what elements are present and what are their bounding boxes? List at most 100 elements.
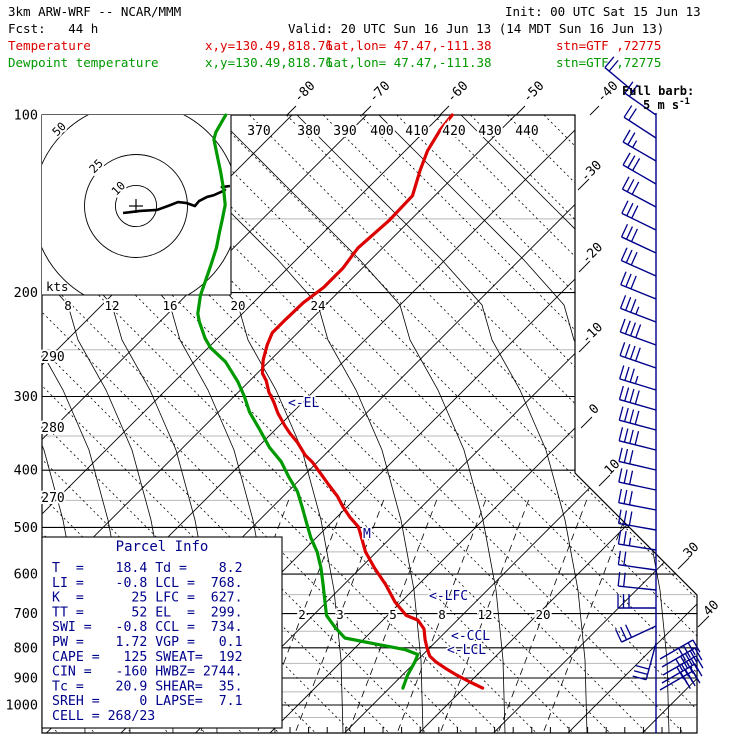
barb-legend-units-text: 5 m s	[643, 98, 680, 112]
theta-label-400: 400	[370, 124, 393, 139]
isotherm-tick	[677, 557, 690, 570]
mixing-ratio-label-5: 5	[389, 607, 397, 622]
wind-barb	[619, 342, 657, 369]
parcel-info-title: Parcel Info	[116, 539, 209, 555]
parcel-info-line: LI = -0.8 LCL = 768.	[52, 576, 243, 591]
dewpoint-stn: stn=GTF ,72775	[556, 55, 662, 70]
dry-adiabat	[212, 115, 697, 733]
theta-label-440: 440	[515, 124, 538, 139]
parcel-info-line: T = 18.4 Td = 8.2	[52, 561, 243, 576]
wind-barb	[632, 642, 657, 681]
mixing-ratio-label-3: 3	[336, 607, 344, 622]
wind-barb	[659, 639, 701, 661]
parcel-info-border	[41, 536, 283, 729]
wind-barb	[618, 468, 657, 491]
moist-adiabat-label-12: 12	[104, 298, 119, 313]
parcel-info-line: SREH = 0 LAPSE= 7.1	[52, 694, 243, 709]
isotherm-right-label-30: 30	[681, 540, 703, 562]
isotherm-tick	[578, 340, 591, 353]
dry-adiabat	[175, 115, 697, 733]
wind-barb	[621, 200, 657, 231]
init-time: Init: 00 UTC Sat 15 Jun 13	[505, 4, 701, 19]
forecast-hour: Fcst: 44 h	[8, 21, 99, 36]
moist-adiabat-label-24: 24	[310, 298, 325, 313]
annotation-lcl: <-LCL	[447, 643, 486, 658]
temperature-curve	[260, 113, 485, 690]
isotherm-top-label--70: -70	[366, 79, 393, 106]
isotherm-right-label--20: -20	[579, 240, 606, 267]
dry-adiabat	[42, 115, 537, 733]
annotation-el: <-EL	[288, 396, 319, 411]
isotherm-tick	[697, 615, 710, 628]
wind-barb	[618, 406, 657, 431]
wind-barb	[623, 105, 657, 139]
theta-label-420: 420	[442, 124, 465, 139]
mixing-ratio-line	[347, 499, 438, 733]
wind-barb	[621, 176, 657, 208]
theta-label-410: 410	[405, 124, 428, 139]
isotherm-top-label--60: -60	[444, 79, 471, 106]
mixing-ratio-line	[396, 499, 487, 733]
annotation-ccl: <-CCL	[451, 629, 490, 644]
moist-adiabat-label-20: 20	[230, 298, 245, 313]
pressure-label-300: 300	[14, 389, 38, 405]
parcel-info-line: PW = 1.72 VGP = 0.1	[52, 635, 243, 650]
temperature-legend-label: Temperature	[8, 38, 91, 53]
isotherm--50	[42, 115, 516, 733]
pressure-label-800: 800	[14, 640, 38, 656]
isotherm--10	[195, 115, 697, 733]
isotherm--60	[42, 115, 442, 733]
isotherm-top-label--40: -40	[594, 79, 621, 106]
theta-label-380: 380	[297, 124, 320, 139]
mixing-ratio-line	[542, 499, 633, 733]
barb-legend-units: 5 m s-1	[643, 97, 690, 112]
temperature-latlon: lat,lon= 47.47,-111.38	[326, 38, 492, 53]
annotation-lfc: <-LFC	[429, 589, 468, 604]
wind-barb	[622, 129, 657, 162]
isotherm-right-label--30: -30	[578, 158, 605, 185]
model-title: 3km ARW-WRF -- NCAR/MMM	[8, 4, 182, 19]
barb-legend-title: Full barb:	[622, 84, 695, 98]
isotherm-tick	[286, 105, 297, 116]
wind-barb	[604, 56, 635, 93]
wind-barb	[617, 550, 657, 571]
wind-barb	[620, 223, 657, 254]
parcel-info-line: K = 25 LFC = 627.	[52, 591, 243, 606]
isotherm-right-label-0: 0	[586, 401, 602, 417]
isotherm-40	[567, 115, 697, 733]
isotherm-tick	[577, 178, 590, 191]
pressure-label-900: 900	[14, 671, 38, 687]
pressure-label-200: 200	[14, 285, 38, 301]
dry-adiabat	[470, 115, 697, 733]
mixing-ratio-line	[439, 499, 530, 733]
isotherm-right-label--10: -10	[579, 320, 606, 347]
dewpoint-xy: x,y=130.49,818.76	[205, 55, 333, 70]
dry-adiabat	[42, 115, 500, 733]
wind-barb	[659, 670, 701, 691]
dry-adiabat	[42, 115, 390, 733]
temperature-xy: x,y=130.49,818.76	[205, 38, 333, 53]
valid-time: Valid: 20 UTC Sun 16 Jun 13 (14 MDT Sun …	[288, 21, 665, 36]
moist-adiabat-label-16: 16	[162, 298, 177, 313]
parcel-info-box: Parcel Info T = 18.4 Td = 8.2LI = -0.8 LC…	[41, 536, 283, 729]
wind-barb	[622, 152, 657, 185]
wind-barb	[618, 447, 657, 471]
wind-barb	[620, 247, 657, 277]
isotherm-30	[493, 115, 697, 733]
dry-adiabat	[322, 115, 697, 733]
isotherm-right-label-40: 40	[701, 598, 723, 620]
isotherm-tick	[580, 416, 593, 429]
wind-barb	[617, 509, 657, 531]
dry-adiabat	[690, 115, 697, 733]
moist-adiabat	[460, 115, 697, 733]
isotherm-top-label--80: -80	[291, 79, 318, 106]
dewpoint-curve	[196, 113, 420, 690]
parcel-info-line: CAPE = 125 SWEAT= 192	[52, 650, 243, 665]
parcel-info-line: CIN = -160 HWBZ= 2744.	[52, 665, 243, 680]
parcel-info-line: SWI = -0.8 CCL = 734.	[52, 620, 243, 635]
pressure-label-600: 600	[14, 567, 38, 583]
wind-barb	[617, 530, 657, 551]
annotation-m: M	[363, 527, 371, 542]
